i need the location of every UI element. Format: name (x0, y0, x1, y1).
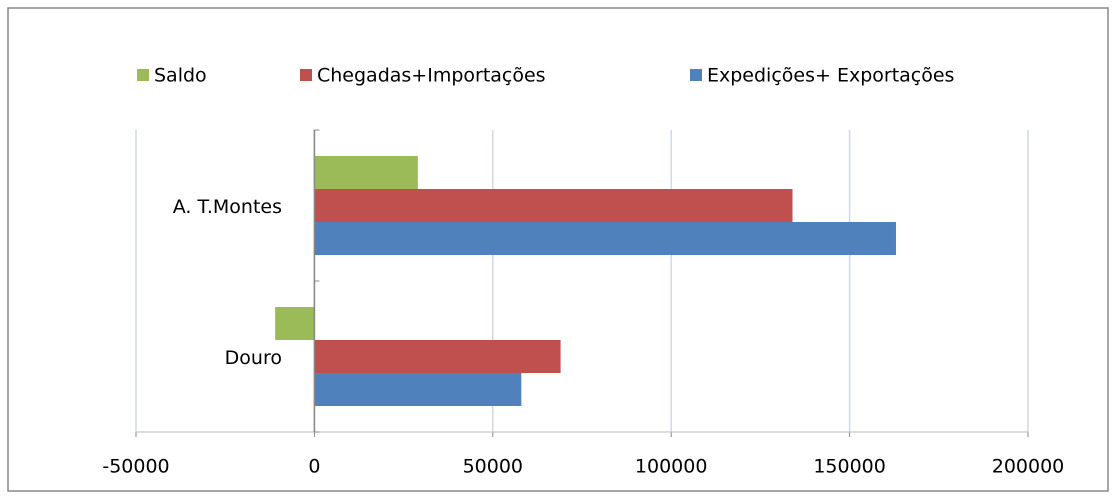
y-tick-label: A. T.Montes (173, 196, 282, 218)
bar (275, 307, 315, 340)
x-tick-label: 200000 (992, 456, 1065, 478)
legend-swatch (137, 69, 149, 81)
x-tick-label: 150000 (813, 456, 886, 478)
legend-label: Chegadas+Importações (317, 65, 546, 87)
y-tick-label: Douro (225, 347, 282, 369)
bar (314, 189, 793, 222)
legend-swatch (690, 69, 702, 81)
legend-label: Saldo (154, 65, 207, 87)
bar (314, 373, 522, 406)
bar (314, 222, 896, 255)
bar (314, 156, 418, 189)
x-tick-label: 0 (308, 456, 320, 478)
legend-swatch (300, 69, 312, 81)
x-tick-label: 50000 (463, 456, 523, 478)
x-tick-label: 100000 (635, 456, 708, 478)
bar (314, 340, 561, 373)
legend-label: Expedições+ Exportações (707, 65, 954, 87)
x-tick-label: -50000 (102, 456, 169, 478)
